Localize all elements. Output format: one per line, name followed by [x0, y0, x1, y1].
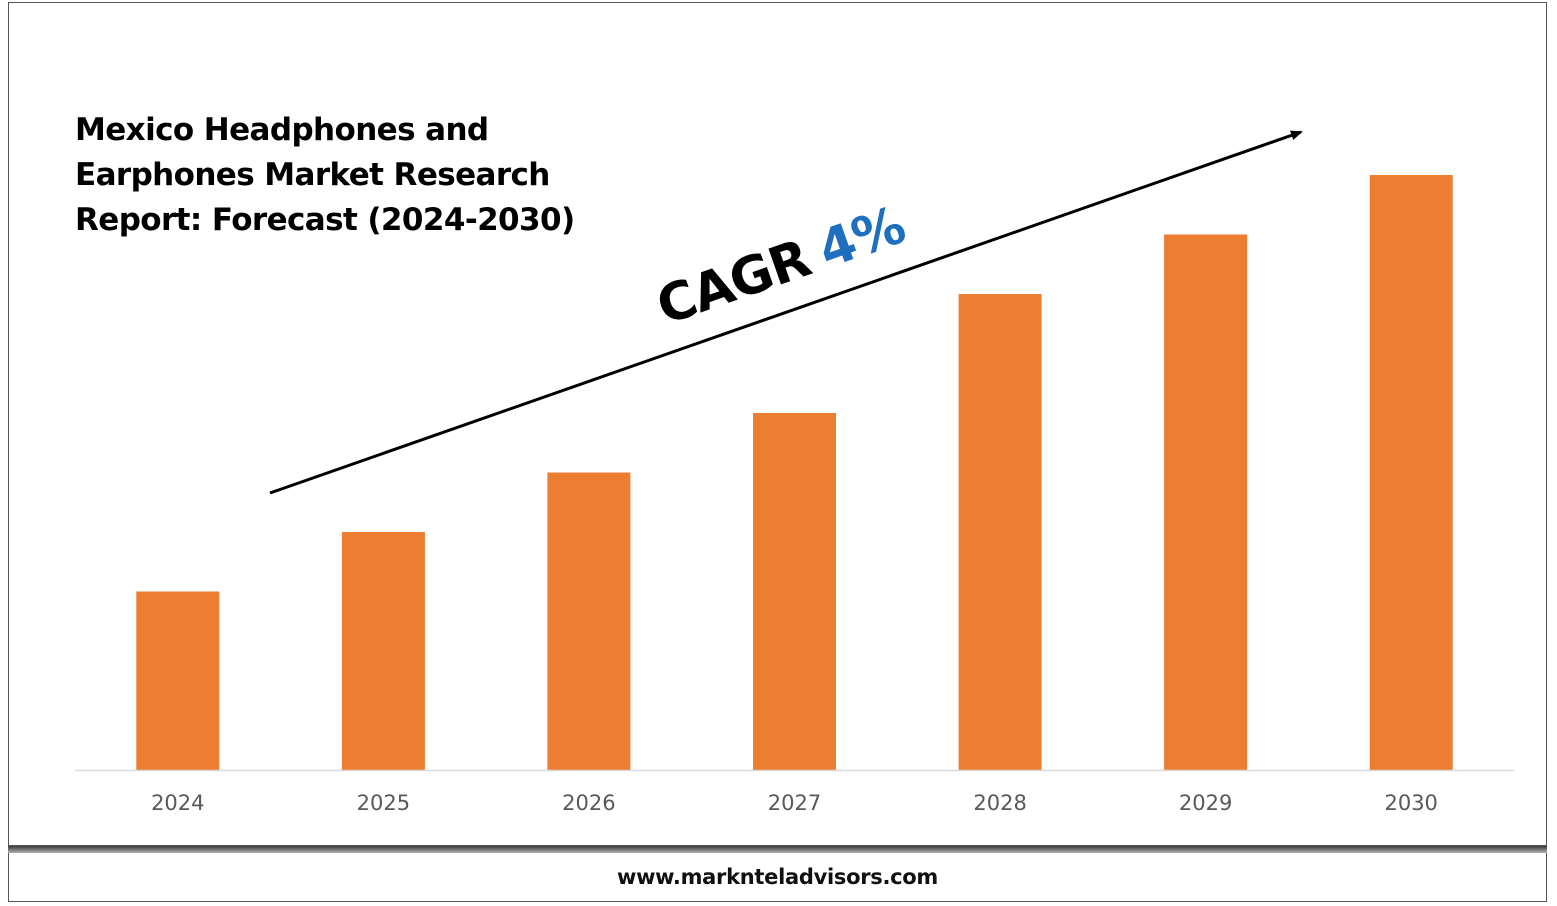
cagr-annotation: CAGR4%: [649, 196, 912, 338]
bar-2026: [547, 472, 631, 770]
bar-2027: [753, 413, 836, 770]
x-tick-label-2024: 2024: [151, 791, 204, 815]
x-tick-label-2030: 2030: [1384, 791, 1437, 815]
x-tick-label-2026: 2026: [562, 791, 615, 815]
trend-arrow: [269, 130, 1303, 495]
x-tick-label-2029: 2029: [1179, 791, 1232, 815]
title-line-3: Report: Forecast (2024-2030): [75, 202, 575, 238]
bar-2025: [341, 532, 425, 770]
x-tick-label-2028: 2028: [973, 791, 1026, 815]
x-tick-label-2027: 2027: [768, 791, 821, 815]
svg-text:CAGR4%: CAGR4%: [649, 196, 912, 338]
x-tick-label-2025: 2025: [357, 791, 410, 815]
bar-2028: [958, 294, 1042, 770]
chart-title: Mexico Headphones and Earphones Market R…: [75, 108, 595, 243]
footer-website[interactable]: www.marknteladvisors.com: [616, 865, 939, 889]
title-line-2: Earphones Market Research: [75, 157, 550, 193]
bar-2030: [1369, 175, 1453, 770]
cagr-value: 4%: [811, 196, 912, 281]
bar-2029: [1164, 234, 1248, 770]
cagr-label: CAGR: [649, 229, 817, 338]
footer: www.marknteladvisors.com: [8, 853, 1547, 902]
title-line-1: Mexico Headphones and: [75, 112, 489, 148]
frame-divider: [8, 846, 1547, 853]
bar-2024: [136, 591, 220, 770]
